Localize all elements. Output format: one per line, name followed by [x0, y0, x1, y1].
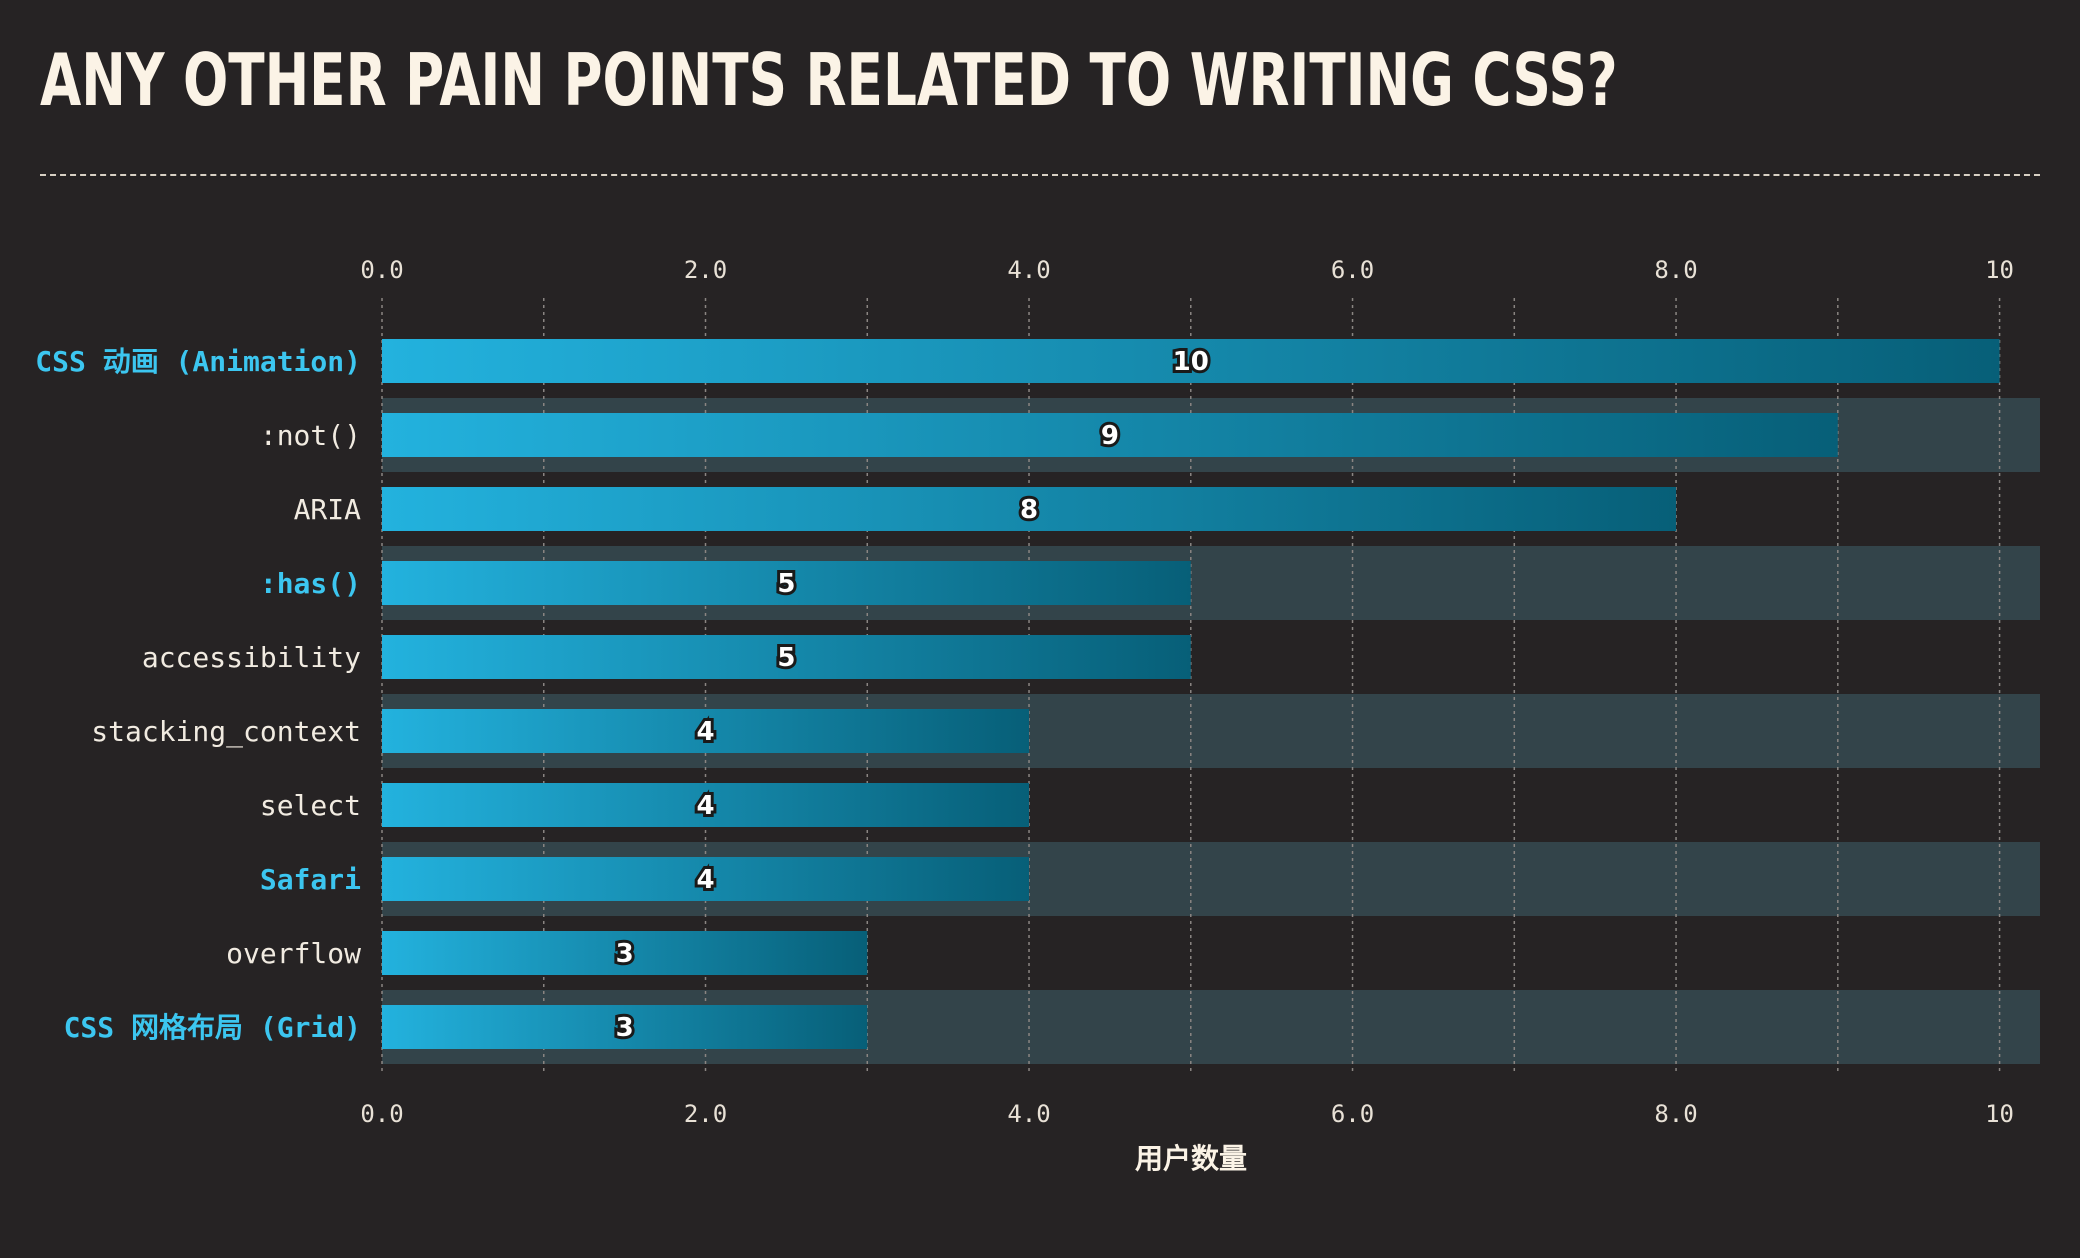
- bar: [382, 709, 1030, 753]
- bar-value-label: 4: [696, 717, 714, 747]
- x-axis-title: 用户数量: [1135, 1142, 1247, 1175]
- x-tick-label-top: 4.0: [1007, 256, 1050, 284]
- bottom-axis-ticks: 0.0 2.0 4.0 6.0 8.0 10: [360, 1100, 2014, 1128]
- x-tick-label-bottom: 8.0: [1654, 1100, 1697, 1128]
- chart-title: ANY OTHER PAIN POINTS RELATED TO WRITING…: [40, 38, 1618, 122]
- category-label: overflow: [226, 937, 361, 970]
- bar-value-label: 4: [696, 865, 714, 895]
- x-tick-label-top: 6.0: [1331, 256, 1374, 284]
- bar: [382, 487, 1677, 531]
- bar: [382, 931, 868, 975]
- category-label: CSS 网格布局 (Grid): [64, 1011, 361, 1044]
- category-label: :has(): [260, 567, 361, 600]
- x-tick-label-bottom: 0.0: [360, 1100, 403, 1128]
- top-axis-ticks: 0.0 2.0 4.0 6.0 8.0 10: [360, 256, 2014, 284]
- category-label: :not(): [260, 419, 361, 452]
- category-label: Safari: [260, 863, 361, 896]
- category-labels: CSS 动画 (Animation) :not() ARIA :has() access…: [35, 345, 361, 1044]
- bar: [382, 783, 1030, 827]
- category-label: select: [260, 789, 361, 822]
- bar-value-label: 8: [1020, 495, 1038, 525]
- bar-value-label: 5: [777, 569, 795, 599]
- bar-value-label: 3: [616, 939, 634, 969]
- bar: [382, 1005, 868, 1049]
- x-tick-label-top: 8.0: [1654, 256, 1697, 284]
- x-tick-label-top: 2.0: [684, 256, 727, 284]
- x-tick-label-bottom: 6.0: [1331, 1100, 1374, 1128]
- bar: [382, 413, 1838, 457]
- bar-value-label: 9: [1101, 421, 1119, 451]
- bar-value-label: 3: [616, 1013, 634, 1043]
- bar-value-label: 5: [777, 643, 795, 673]
- bar: [382, 561, 1191, 605]
- x-tick-label-bottom: 10: [1985, 1100, 2014, 1128]
- x-tick-label-top: 0.0: [360, 256, 403, 284]
- bar: [382, 339, 2000, 383]
- data-labels: 10 9 8 5 5 4 4 4 3 3: [613, 344, 1212, 1046]
- bars: [382, 339, 2000, 1049]
- bar-value-label: 10: [1173, 347, 1209, 377]
- bar: [382, 857, 1030, 901]
- category-label: accessibility: [142, 641, 361, 674]
- x-tick-label-bottom: 4.0: [1007, 1100, 1050, 1128]
- category-label: stacking_context: [91, 715, 361, 749]
- bar-value-label: 4: [696, 791, 714, 821]
- category-label: ARIA: [294, 493, 362, 526]
- bar: [382, 635, 1191, 679]
- x-tick-label-bottom: 2.0: [684, 1100, 727, 1128]
- category-label: CSS 动画 (Animation): [35, 345, 361, 378]
- title-divider: [40, 174, 2040, 176]
- x-tick-label-top: 10: [1985, 256, 2014, 284]
